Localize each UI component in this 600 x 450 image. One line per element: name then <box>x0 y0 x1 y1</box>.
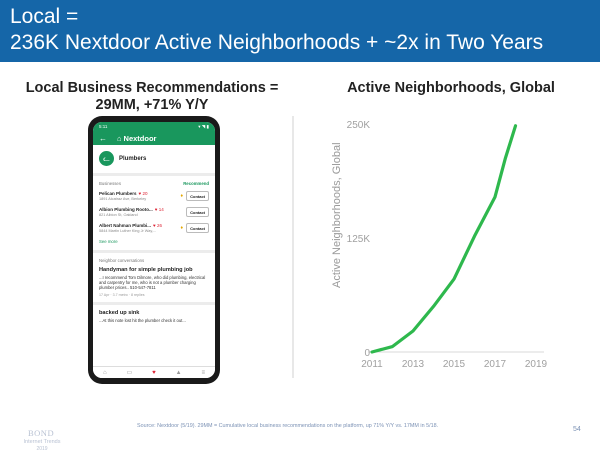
business-row[interactable]: Pelican Plumbers ♥ 20 1891 Alcatraz Ave, … <box>93 188 215 204</box>
business-name: Albert Nahman Plumbi... ♥ 26 <box>99 223 162 228</box>
business-info: Pelican Plumbers ♥ 20 1891 Alcatraz Ave, … <box>99 191 147 201</box>
menu-icon[interactable]: ≡ <box>201 369 205 376</box>
app-logo: ⌂ Nextdoor <box>117 134 156 143</box>
business-actions: ♦ Contact <box>181 191 209 201</box>
y-axis-label: Active Neighborhoods, Global <box>331 142 343 288</box>
page-number: 54 <box>573 426 581 433</box>
business-name: Albion Plumbing Rooto... ♥ 14 <box>99 207 164 212</box>
divider <box>93 173 215 176</box>
arrow-left-icon[interactable]: ← <box>99 133 107 143</box>
post-title: backed up sink <box>99 309 140 316</box>
lightbulb-icon: ♦ <box>180 225 184 231</box>
home-icon[interactable]: ⌂ <box>102 369 107 376</box>
businesses-label: Businesses <box>99 181 121 186</box>
recommend-link[interactable]: Recommend <box>183 181 209 186</box>
category-header: ᓚ Plumbers <box>93 145 215 170</box>
business-name: Pelican Plumbers ♥ 20 <box>99 191 148 196</box>
wrench-icon: ᓚ <box>99 151 114 166</box>
heart-icon: ♥ 20 <box>138 191 148 196</box>
source-note: Source: Nextdoor (5/19). 29MM = Cumulati… <box>137 423 439 429</box>
status-bar: 5:11 ▾ ◥ ▮ <box>93 122 215 131</box>
app-name: Nextdoor <box>123 133 157 143</box>
business-address: 5844 Martin Luther King Jr Way,... <box>99 229 157 233</box>
lightbulb-icon: ♦ <box>180 193 184 199</box>
phone-mockup: 5:11 ▾ ◥ ▮ ← ⌂ Nextdoor ᓚ Plumbers Busin… <box>88 116 220 384</box>
see-more-link[interactable]: See more <box>99 239 118 244</box>
y-tick-label: 125K <box>347 234 371 245</box>
business-actions: Contact <box>186 207 209 217</box>
x-tick-label: 2019 <box>525 359 548 370</box>
slide-title-line1: Local = <box>10 5 79 28</box>
heart-tab-icon[interactable]: ♥ <box>152 369 156 376</box>
post-title: Handyman for simple plumbing job <box>99 267 193 273</box>
contact-button[interactable]: Contact <box>186 207 209 217</box>
y-tick-label: 250K <box>347 120 371 131</box>
tab-bar: ⌂ ▭ ♥ ▲ ≡ <box>93 366 215 378</box>
series-line <box>370 124 518 354</box>
post-body: ...I recommend Tom Dilmore, who did plum… <box>99 275 206 291</box>
business-row[interactable]: Albion Plumbing Rooto... ♥ 14 821 Albion … <box>93 204 215 220</box>
house-icon: ⌂ <box>117 133 122 143</box>
x-tick-label: 2013 <box>402 359 425 370</box>
heart-icon: ♥ 26 <box>153 223 162 228</box>
x-tick-label: 2015 <box>443 359 466 370</box>
slide-title-line2: 236K Nextdoor Active Neighborhoods + ~2x… <box>10 31 544 54</box>
left-panel-title: Local Business Recommendations = 29MM, +… <box>18 80 286 114</box>
heart-icon: ♥ 14 <box>154 207 164 212</box>
conversations-header: Neighbor conversations <box>99 258 145 263</box>
post-body: ...At this note lost hit the plumber che… <box>99 317 186 323</box>
divider <box>93 301 215 305</box>
bell-icon[interactable]: ▲ <box>175 369 182 376</box>
brand-year: 2019 <box>36 446 48 450</box>
left-title-line1: Local Business Recommendations = <box>25 80 279 96</box>
app-bar: ← ⌂ Nextdoor <box>93 131 215 145</box>
brand-subtitle: Internet Trends <box>23 439 61 445</box>
business-address: 1891 Alcatraz Ave, Berkeley <box>99 197 147 201</box>
status-icons: ▾ ◥ ▮ <box>198 124 209 129</box>
header-banner: Local = 236K Nextdoor Active Neighborhoo… <box>0 0 600 62</box>
conversation-post[interactable]: backed up sink ...At this note lost hit … <box>93 308 215 325</box>
x-tick-label: 2017 <box>484 359 507 370</box>
business-info: Albion Plumbing Rooto... ♥ 14 821 Albion … <box>99 207 164 217</box>
business-address: 821 Albion St, Oakland <box>99 213 138 217</box>
divider <box>93 250 215 253</box>
business-info: Albert Nahman Plumbi... ♥ 26 5844 Martin … <box>99 223 162 233</box>
chart-title: Active Neighborhoods, Global <box>347 80 555 96</box>
contact-button[interactable]: Contact <box>186 223 209 233</box>
x-tick-label: 2011 <box>361 359 383 370</box>
contact-button[interactable]: Contact <box>186 191 209 201</box>
status-time: 5:11 <box>99 124 108 129</box>
left-title-line2: 29MM, +71% Y/Y <box>95 97 209 113</box>
y-tick-label: 0 <box>364 348 370 359</box>
phone-screen: 5:11 ▾ ◥ ▮ ← ⌂ Nextdoor ᓚ Plumbers Busin… <box>93 122 215 378</box>
business-actions: ♦ Contact <box>181 223 209 233</box>
category-label: Plumbers <box>119 155 147 162</box>
business-row[interactable]: Albert Nahman Plumbi... ♥ 26 5844 Martin … <box>93 220 215 236</box>
post-meta: 17 Apr · 3.7 metro · 8 replies <box>99 292 145 297</box>
conversation-post[interactable]: Handyman for simple plumbing job ...I re… <box>93 265 215 299</box>
brand-logo: BOND <box>28 428 55 438</box>
chat-icon[interactable]: ▭ <box>126 370 133 376</box>
businesses-header: Businesses Recommend <box>93 179 215 188</box>
